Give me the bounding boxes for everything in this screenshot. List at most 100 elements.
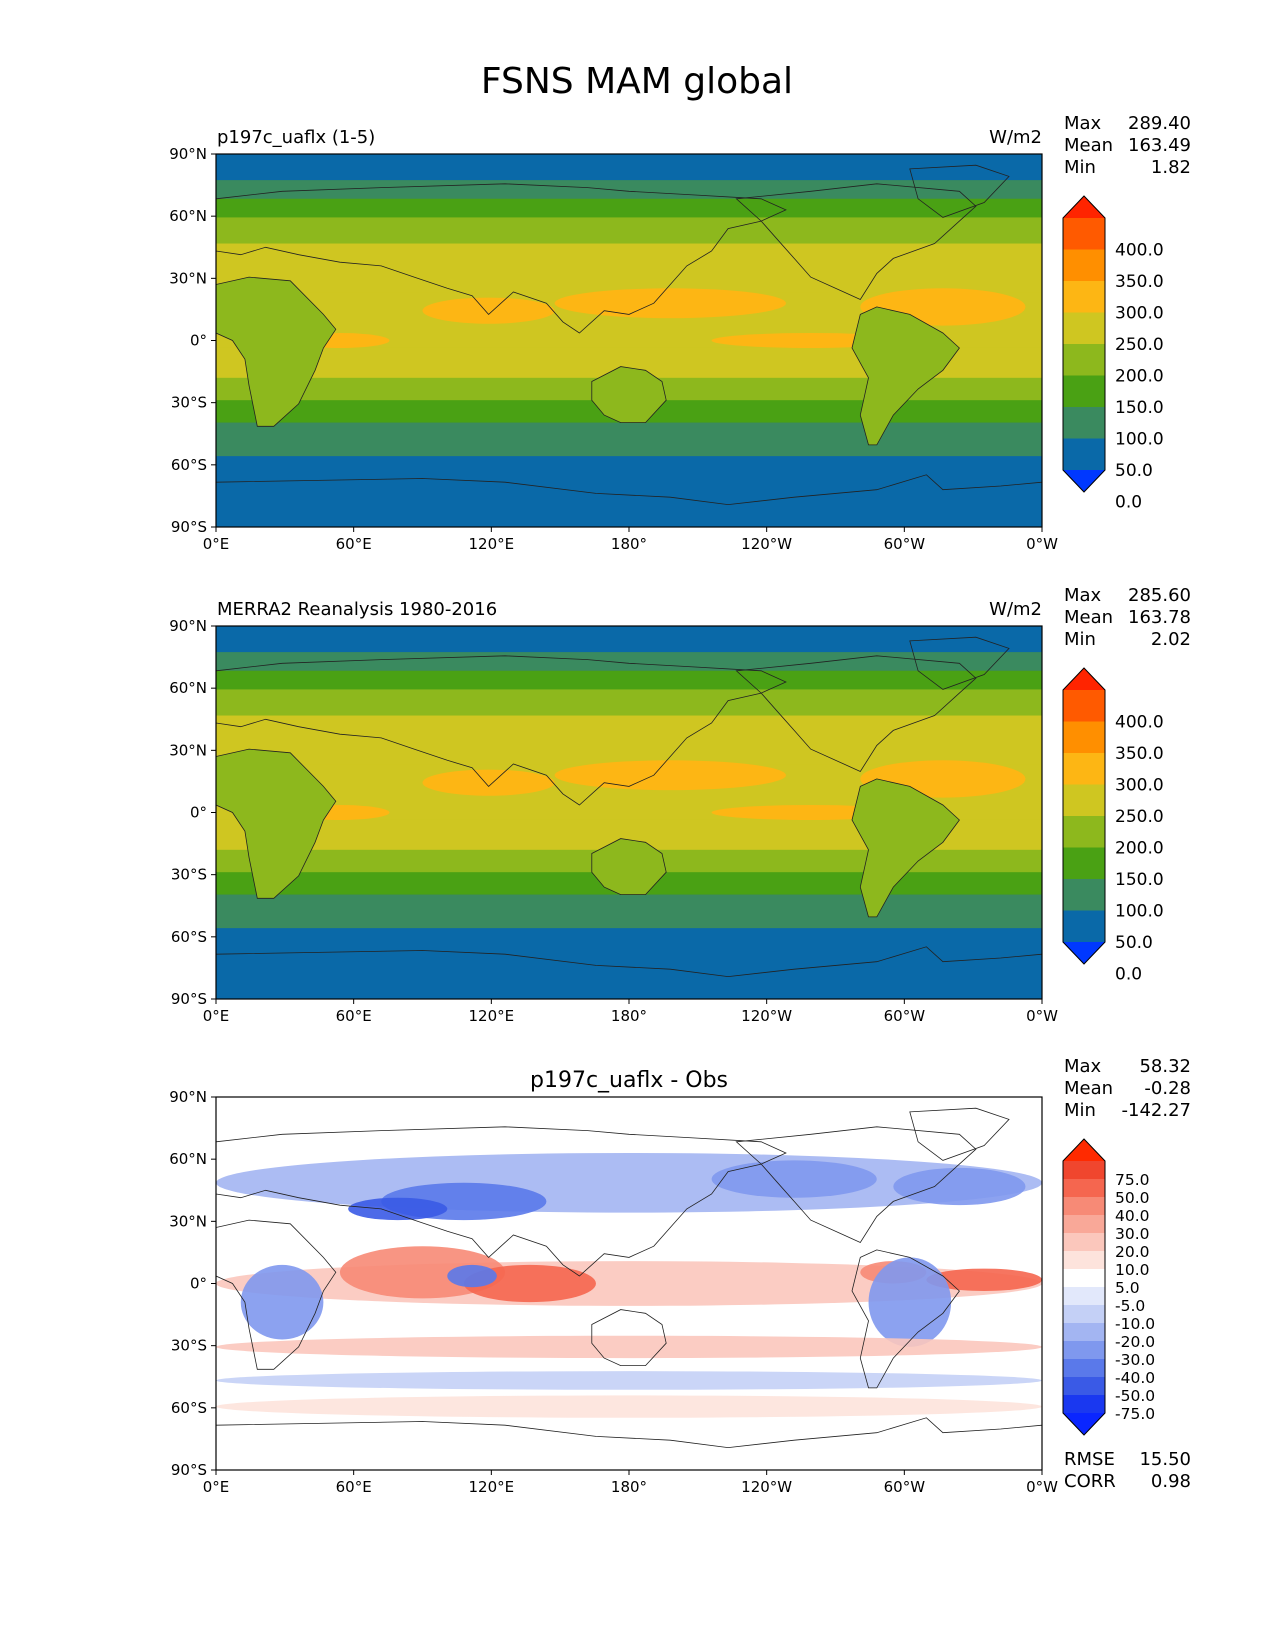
coastline-samerica <box>851 306 960 446</box>
coastline-greenland <box>909 1107 1010 1161</box>
colorbar-label: 250.0 <box>1115 335 1164 355</box>
lat-tick-label: 90°N <box>169 145 207 163</box>
lat-tick-label: 30°S <box>171 394 207 412</box>
colorbar-extend-min <box>1063 470 1105 492</box>
colorbar-label: 75.0 <box>1115 1171 1150 1189</box>
colorbar-label: -40.0 <box>1115 1369 1155 1387</box>
colorbar-segment <box>1063 1341 1105 1360</box>
stat-label: Min <box>1064 1100 1096 1121</box>
colorbar-segment <box>1063 847 1105 880</box>
stat-label: Mean <box>1064 135 1113 156</box>
coastline-eurasia <box>216 655 787 806</box>
colorbar-segment <box>1063 753 1105 786</box>
metric-label: CORR <box>1064 1471 1116 1492</box>
map-field <box>216 154 1042 527</box>
map-field <box>216 626 1042 999</box>
colorbar-label: 40.0 <box>1115 1207 1150 1225</box>
lon-tick-label: 60°W <box>884 1478 926 1496</box>
colorbar-segment <box>1063 344 1105 377</box>
stat-value: 163.78 <box>1128 607 1191 628</box>
colorbar-segment <box>1063 1197 1105 1216</box>
stat-value: 163.49 <box>1128 135 1191 156</box>
colorbar-label: 0.0 <box>1115 493 1142 513</box>
colorbar-segment <box>1063 249 1105 282</box>
lon-tick-label: 0°E <box>203 535 230 553</box>
coastline-antarctica <box>216 946 1042 999</box>
colorbar-label: 300.0 <box>1115 304 1164 324</box>
colorbar-label: 150.0 <box>1115 870 1164 890</box>
colorbar-segment <box>1063 407 1105 440</box>
contour-band <box>216 456 1042 527</box>
contour-band <box>216 652 1042 672</box>
contour-region <box>926 1268 1042 1291</box>
lon-tick-label: 120°E <box>469 1007 515 1025</box>
colorbar-label: 150.0 <box>1115 398 1164 418</box>
contour-band <box>216 894 1042 929</box>
contour-band <box>216 180 1042 200</box>
contour-region <box>447 1264 497 1288</box>
colorbar-label: 200.0 <box>1115 839 1164 859</box>
colorbar-label: 20.0 <box>1115 1243 1150 1261</box>
figure-title: FSNS MAM global <box>481 61 793 102</box>
contour-region <box>422 769 555 796</box>
colorbar-segment <box>1063 1161 1105 1180</box>
lat-tick-label: 0° <box>190 804 207 822</box>
lon-tick-label: 0°E <box>203 1478 230 1496</box>
colorbar-label: 350.0 <box>1115 744 1164 764</box>
lon-tick-label: 120°E <box>469 1478 515 1496</box>
colorbar-label: 30.0 <box>1115 1225 1150 1243</box>
colorbar-label: 400.0 <box>1115 713 1164 733</box>
contour-region <box>348 1197 448 1221</box>
colorbar-segment <box>1063 910 1105 943</box>
coastline-australia <box>591 1309 667 1366</box>
contour-region <box>711 1160 877 1198</box>
panel-title-center: p197c_uaflx - Obs <box>530 1068 728 1093</box>
colorbar-segment <box>1063 1377 1105 1396</box>
contour-region <box>240 1264 324 1340</box>
lon-tick-label: 60°W <box>884 535 926 553</box>
colorbar-extend-min <box>1063 942 1105 964</box>
colorbar-label: 350.0 <box>1115 272 1164 292</box>
colorbar-segment <box>1063 1179 1105 1198</box>
colorbar-extend-min <box>1063 1413 1105 1435</box>
lon-tick-label: 60°E <box>336 1478 372 1496</box>
stat-label: Mean <box>1064 607 1113 628</box>
contour-region <box>554 288 786 319</box>
stat-value: 1.82 <box>1151 157 1191 178</box>
metric-label: RMSE <box>1064 1449 1115 1470</box>
lat-tick-label: 30°S <box>171 1337 207 1355</box>
lon-tick-label: 60°E <box>336 1007 372 1025</box>
colorbar-label: 50.0 <box>1115 461 1153 481</box>
colorbar-outline <box>1062 1138 1106 1436</box>
colorbar-label: 100.0 <box>1115 902 1164 922</box>
lat-tick-label: 60°N <box>169 679 207 697</box>
colorbar-segment <box>1063 1287 1105 1306</box>
colorbar-label: 10.0 <box>1115 1261 1150 1279</box>
colorbar-segment <box>1063 1395 1105 1414</box>
lat-tick-label: 30°N <box>169 741 207 759</box>
coastline-antarctica <box>216 1417 1042 1470</box>
colorbar-label: 5.0 <box>1115 1279 1140 1297</box>
lat-tick-label: 30°N <box>169 269 207 287</box>
colorbar-extend-max <box>1063 1139 1105 1161</box>
colorbar-extend-max <box>1063 196 1105 218</box>
coastline-namerica <box>735 655 977 773</box>
land-shading <box>591 838 667 895</box>
colorbar: 75.050.040.030.020.010.05.0-5.0-10.0-20.… <box>1062 1138 1155 1436</box>
panel-title-left: MERRA2 Reanalysis 1980-2016 <box>217 599 497 620</box>
contour-band <box>216 217 1042 245</box>
coastline-namerica <box>735 183 977 301</box>
lat-tick-label: 60°N <box>169 207 207 225</box>
lon-tick-label: 120°W <box>741 535 792 553</box>
lat-tick-label: 0° <box>190 332 207 350</box>
colorbar-label: 0.0 <box>1115 965 1142 985</box>
contour-region <box>216 1335 1042 1359</box>
panel-units: W/m2 <box>989 599 1042 620</box>
coastline-australia <box>591 366 667 423</box>
contour-band <box>216 689 1042 717</box>
stat-label: Max <box>1064 585 1102 606</box>
coastline-eurasia <box>216 1126 787 1277</box>
lon-tick-label: 0°W <box>1026 535 1058 553</box>
stat-value: -142.27 <box>1122 1100 1191 1121</box>
metric-value: 15.50 <box>1139 1449 1191 1470</box>
